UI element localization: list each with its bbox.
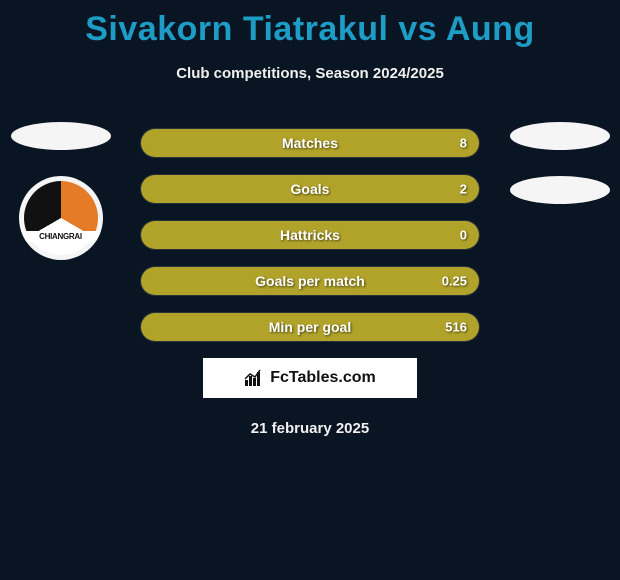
stat-value-right: 2 [460, 182, 467, 197]
crest-placeholder-icon [510, 122, 610, 150]
page-title: Sivakorn Tiatrakul vs Aung [0, 0, 620, 49]
crest-placeholder-icon [11, 122, 111, 150]
crest-placeholder-icon [510, 176, 610, 204]
stat-row: Goals per match 0.25 [140, 266, 480, 296]
stat-value-right: 516 [445, 320, 467, 335]
stat-row: Hattricks 0 [140, 220, 480, 250]
stat-row: Matches 8 [140, 128, 480, 158]
date-label: 21 february 2025 [0, 420, 620, 437]
stat-label: Matches [282, 135, 338, 151]
stat-label: Goals per match [255, 273, 365, 289]
stat-row: Goals 2 [140, 174, 480, 204]
subtitle: Club competitions, Season 2024/2025 [0, 65, 620, 82]
right-crests [507, 122, 612, 230]
stat-value-right: 8 [460, 136, 467, 151]
crest-label: CHIANGRAI [19, 231, 103, 242]
stat-label: Min per goal [269, 319, 351, 335]
left-crests: CHIANGRAI [8, 122, 113, 260]
stat-row: Min per goal 516 [140, 312, 480, 342]
club-crest-icon: CHIANGRAI [19, 176, 103, 260]
stats-list: Matches 8 Goals 2 Hattricks 0 Goals per match 0… [140, 128, 480, 342]
stat-value-right: 0.25 [442, 274, 467, 289]
stat-value-right: 0 [460, 228, 467, 243]
stat-label: Hattricks [280, 227, 340, 243]
fctables-badge: FcTables.com [203, 358, 417, 398]
barchart-icon [244, 368, 264, 388]
fctables-label: FcTables.com [270, 369, 376, 387]
stat-label: Goals [291, 181, 330, 197]
